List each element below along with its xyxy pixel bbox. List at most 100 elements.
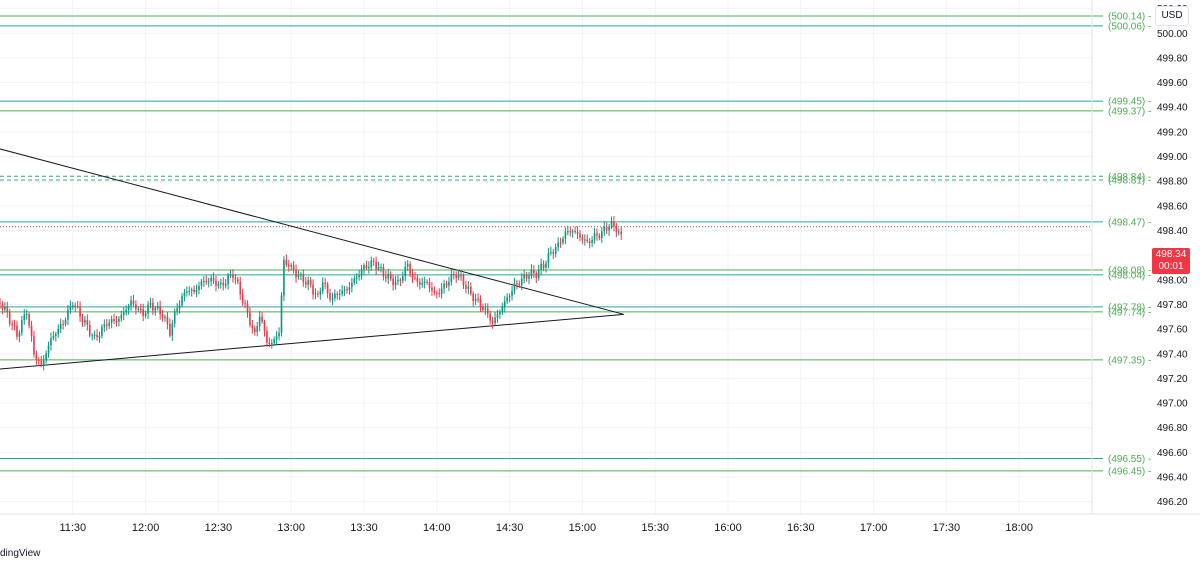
candle [210,274,212,287]
candle [491,316,494,329]
candle-body [125,309,127,313]
candle [258,311,261,332]
candle [309,277,312,288]
currency-button[interactable]: USD [1155,6,1189,26]
candle [363,263,365,275]
candle-body [181,296,183,306]
candle-body [365,265,368,269]
candle-body [304,282,307,285]
candle-body [207,281,210,283]
candle-body [93,334,96,336]
candle-body [28,314,30,326]
candle-body [295,270,297,278]
candle [227,273,229,290]
time-axis[interactable]: 11:30 12:00 12:30 13:00 13:30 14:00 14:30 15:00… [59,522,1033,534]
candle-body [278,332,280,337]
candle [38,357,40,366]
price-tick-label: 497.80 [1157,300,1188,311]
price-tick-label: 496.20 [1157,497,1188,508]
candle [530,264,533,279]
candle [414,272,416,281]
candle-body [377,267,380,270]
candle [18,330,21,343]
candle-body [21,320,23,333]
candle-body [479,298,482,307]
candle-body [370,260,373,267]
candle-body [428,282,431,288]
candle-body [67,309,69,320]
candle [166,311,169,330]
trendline-lower[interactable] [0,313,624,372]
candle [486,303,489,319]
candle-body [542,264,545,268]
candle [69,300,72,314]
triangle-trendlines[interactable] [0,139,624,372]
candle-body [452,274,455,276]
candle-body [38,360,40,362]
candle-body [419,281,421,285]
candle [433,286,436,296]
candle [353,275,356,286]
candle [389,271,392,281]
candle-body [564,231,567,239]
candle-body [203,280,205,282]
candle-body [76,306,79,308]
candle-body [212,277,215,281]
candle [253,325,256,336]
candle-body [404,266,407,277]
candle [25,309,28,320]
candle-body [375,261,377,270]
candle-body [399,279,402,281]
candle [450,268,453,286]
candle [511,285,513,301]
candle-body [567,231,569,233]
candle-body [351,282,353,288]
candle [93,330,96,340]
candle [472,291,475,307]
candle-body [88,325,91,336]
candle [149,297,152,309]
candle [302,269,305,287]
candle [370,256,373,271]
candle [212,272,215,284]
candle [426,279,428,286]
candle [91,333,94,341]
candle-body [482,306,484,310]
candle-body [571,231,574,233]
price-tick-label: 499.60 [1157,78,1188,89]
candle [74,302,77,312]
candle-body [16,325,18,337]
candle [232,269,234,283]
candle-body [261,316,263,322]
candle [428,277,431,293]
candle-body [416,277,419,282]
time-tick-label: 11:30 [59,522,86,534]
candle-body [598,235,601,238]
price-tick-label: 499.80 [1157,53,1188,64]
tradingview-watermark[interactable]: dingView [0,548,41,559]
price-tick-label: 498.00 [1157,275,1188,286]
price-tick-label: 497.40 [1157,349,1188,360]
candle [445,280,448,289]
candle-body [195,289,198,293]
candle-body [101,326,103,336]
candle-body [489,313,491,321]
candle [64,317,67,327]
candle-body [190,289,193,291]
candle-body [137,308,140,310]
candle-body [576,231,579,234]
candle-body [135,304,137,310]
candle [273,336,276,345]
time-tick-label: 13:30 [350,522,378,534]
candle-body [217,283,220,286]
candle-body [115,321,118,323]
candle [62,319,64,330]
price-axis[interactable]: 500.20500.00499.80499.60499.40499.20499.… [1157,4,1188,508]
candle [610,216,613,230]
candle [55,331,57,342]
candle [591,236,593,248]
candle [110,315,113,329]
candle-body [368,266,370,269]
candle-body [569,231,572,233]
